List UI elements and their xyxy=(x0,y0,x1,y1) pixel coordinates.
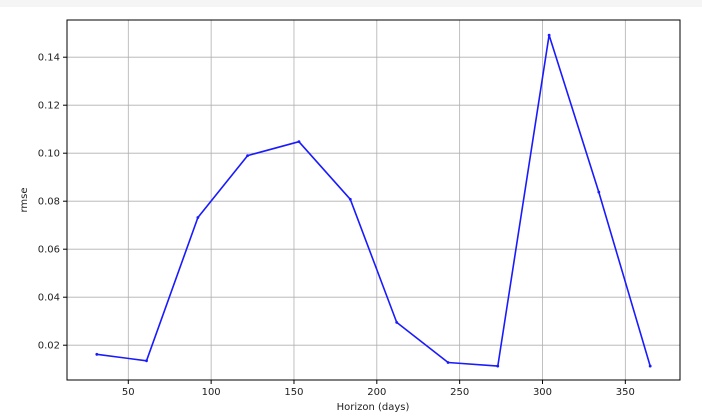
data-point xyxy=(95,352,99,356)
y-tick-label: 0.06 xyxy=(38,245,60,256)
x-tick-label: 300 xyxy=(533,387,552,398)
data-point xyxy=(395,321,399,324)
x-axis-ticks: 50 100 150 200 250 300 350 xyxy=(122,380,635,398)
data-point xyxy=(297,140,301,144)
y-axis-ticks: 0.02 0.04 0.06 0.08 0.10 0.12 0.14 xyxy=(38,53,67,352)
plot-frame xyxy=(66,19,681,381)
data-point xyxy=(196,216,200,219)
y-axis-label: rmse xyxy=(19,187,30,212)
grid-lines xyxy=(67,20,680,380)
x-axis-label: Horizon (days) xyxy=(337,402,410,413)
data-point xyxy=(496,364,500,368)
x-tick-label: 350 xyxy=(616,387,635,398)
data-point xyxy=(145,359,148,363)
data-point xyxy=(246,154,249,158)
y-tick-label: 0.14 xyxy=(38,53,60,64)
y-tick-label: 0.10 xyxy=(38,149,60,160)
y-tick-label: 0.08 xyxy=(38,197,60,208)
top-strip xyxy=(0,0,702,7)
y-tick-label: 0.12 xyxy=(38,101,60,112)
data-point xyxy=(446,361,450,364)
data-point xyxy=(547,33,551,37)
plot-area-background xyxy=(67,20,680,380)
data-point xyxy=(348,197,352,201)
y-tick-label: 0.04 xyxy=(38,293,60,304)
series-group xyxy=(95,33,652,368)
x-tick-label: 200 xyxy=(367,387,386,398)
series-line xyxy=(96,34,651,367)
x-tick-label: 50 xyxy=(122,387,135,398)
x-tick-label: 250 xyxy=(450,387,469,398)
x-tick-label: 100 xyxy=(202,387,221,398)
y-tick-label: 0.02 xyxy=(38,341,60,352)
x-tick-label: 150 xyxy=(284,387,303,398)
data-point xyxy=(648,364,652,368)
data-point xyxy=(597,190,601,194)
